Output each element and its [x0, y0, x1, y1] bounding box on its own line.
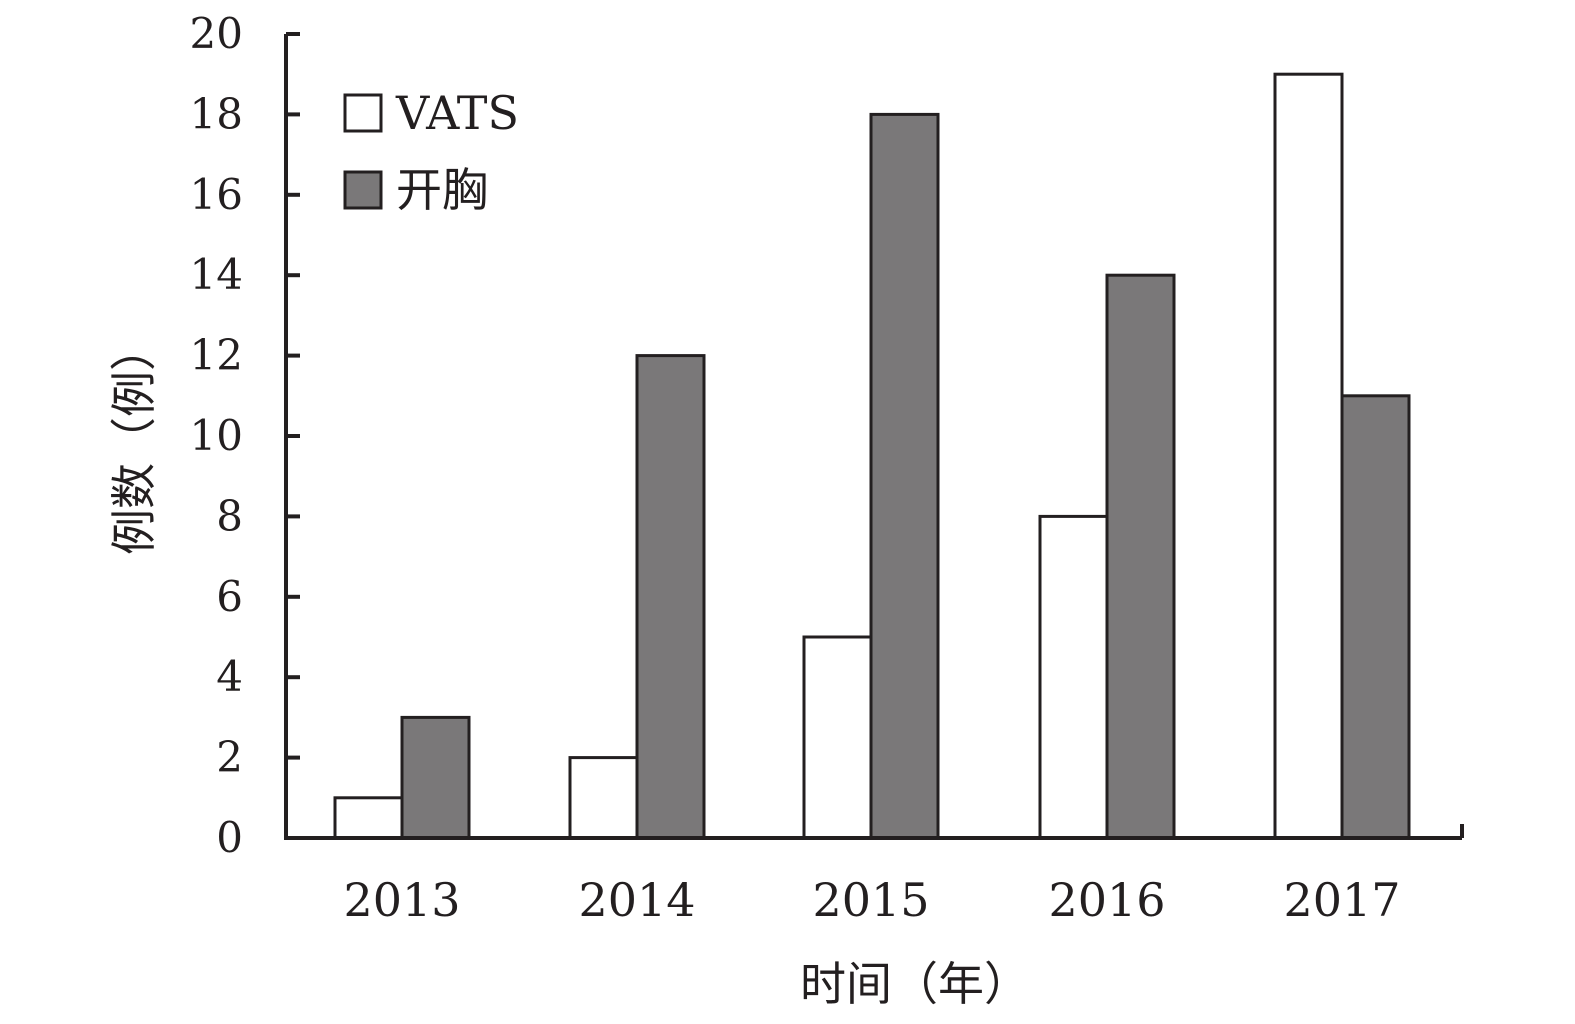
bar-open-2013: [400, 715, 471, 840]
y-tick-label-12: 12: [190, 331, 243, 380]
y-tick-label-20: 20: [190, 9, 243, 58]
x-tick-label-2017: 2017: [1283, 873, 1400, 927]
legend-label-vats: VATS: [395, 86, 519, 140]
x-axis-title: 时间（年）: [800, 957, 1030, 1011]
legend-swatch-vats: [343, 93, 383, 133]
bar-vats-2014: [568, 756, 639, 840]
bar-vats-2015: [802, 635, 873, 840]
y-axis-title: 例数（例）: [107, 325, 161, 555]
legend-swatch-open: [343, 170, 383, 210]
y-tick-label-2: 2: [216, 733, 243, 782]
y-ticks-group: 0 2 4 6 8 10 12 14 16 18 20: [190, 9, 300, 862]
y-tick-label-10: 10: [190, 411, 243, 460]
y-tick-label-16: 16: [190, 170, 243, 219]
x-tick-labels-group: 2013 2014 2015 2016 2017: [343, 873, 1400, 927]
y-tick-label-0: 0: [216, 813, 243, 862]
bar-vats-2017: [1273, 72, 1344, 840]
y-tick-label-4: 4: [216, 652, 243, 701]
bar-open-2015: [869, 112, 940, 840]
legend: VATS 开胸: [343, 86, 519, 217]
y-tick-label-6: 6: [216, 572, 243, 621]
bar-vats-2013: [333, 796, 404, 840]
bar-open-2016: [1105, 273, 1176, 840]
y-tick-label-14: 14: [190, 250, 243, 299]
y-tick-label-8: 8: [216, 491, 243, 540]
x-tick-label-2015: 2015: [812, 873, 929, 927]
bar-vats-2016: [1038, 514, 1109, 840]
bars-group: [333, 72, 1411, 840]
bar-open-2017: [1340, 394, 1411, 840]
bar-open-2014: [635, 354, 706, 840]
x-tick-label-2014: 2014: [578, 873, 695, 927]
x-tick-label-2013: 2013: [343, 873, 460, 927]
x-tick-label-2016: 2016: [1048, 873, 1165, 927]
legend-label-open: 开胸: [396, 163, 488, 217]
y-tick-label-18: 18: [190, 89, 243, 138]
